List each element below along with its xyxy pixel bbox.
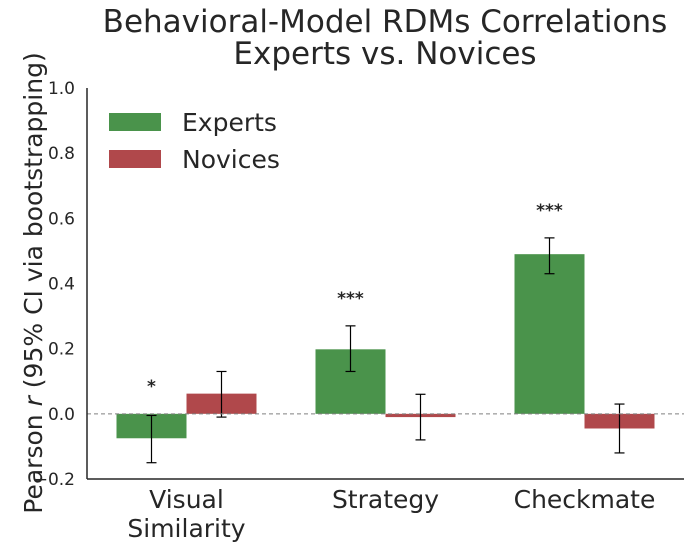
y-tick-label: 0.6 bbox=[48, 209, 75, 229]
error-bar-experts-1 bbox=[345, 325, 356, 373]
chart-title-line-2: Experts vs. Novices bbox=[233, 36, 536, 72]
x-tick-label: Strategy bbox=[332, 485, 439, 514]
y-axis-label: Pearson r (95% CI via bootstrapping) bbox=[19, 52, 48, 513]
error-bar-novices-1 bbox=[415, 393, 426, 441]
x-tick-label: Visual Similarity bbox=[127, 485, 245, 543]
y-tick-label: −0.2 bbox=[34, 470, 75, 490]
y-tick-label: 1.0 bbox=[48, 79, 75, 99]
error-bar-experts-0 bbox=[146, 414, 157, 464]
y-tick-label: 0.0 bbox=[48, 405, 75, 425]
y-tick-label: 0.4 bbox=[48, 275, 75, 295]
y-ticks: −0.2 0.0 0.2 0.4 0.6 0.8 1.0 bbox=[34, 79, 75, 490]
x-ticks: Visual Similarity Strategy Checkmate bbox=[127, 485, 655, 543]
significance-markers: ******* bbox=[147, 201, 563, 397]
error-bar-experts-2 bbox=[544, 237, 555, 275]
legend: Experts Novices bbox=[109, 108, 280, 174]
y-tick-label: 0.8 bbox=[48, 144, 75, 164]
bar-experts-2 bbox=[514, 254, 585, 414]
legend-swatch-novices bbox=[109, 150, 161, 168]
bars bbox=[116, 254, 655, 439]
x-tick-label: Checkmate bbox=[514, 485, 656, 514]
significance-marker: *** bbox=[536, 201, 563, 221]
legend-label-novices: Novices bbox=[182, 145, 280, 174]
legend-swatch-experts bbox=[109, 113, 161, 131]
legend-label-experts: Experts bbox=[182, 108, 277, 137]
chart-title-line-1: Behavioral-Model RDMs Correlations bbox=[103, 4, 668, 40]
significance-marker: *** bbox=[337, 289, 364, 309]
error-bar-novices-2 bbox=[614, 403, 625, 454]
error-bars bbox=[146, 237, 625, 464]
y-tick-label: 0.2 bbox=[48, 340, 75, 360]
significance-marker: * bbox=[147, 377, 156, 397]
error-bar-novices-0 bbox=[216, 370, 227, 418]
